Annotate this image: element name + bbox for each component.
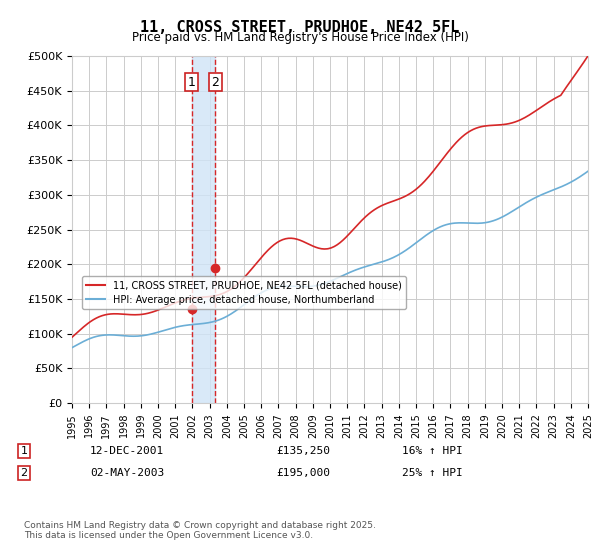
Bar — [191, 56, 215, 403]
Text: £135,250: £135,250 — [276, 446, 330, 456]
Text: 2: 2 — [20, 468, 28, 478]
Text: 2: 2 — [211, 76, 219, 89]
Text: Contains HM Land Registry data © Crown copyright and database right 2025.
This d: Contains HM Land Registry data © Crown c… — [24, 521, 376, 540]
Text: 02-MAY-2003: 02-MAY-2003 — [90, 468, 164, 478]
Legend: 11, CROSS STREET, PRUDHOE, NE42 5FL (detached house), HPI: Average price, detach: 11, CROSS STREET, PRUDHOE, NE42 5FL (det… — [82, 276, 406, 309]
Text: Price paid vs. HM Land Registry's House Price Index (HPI): Price paid vs. HM Land Registry's House … — [131, 31, 469, 44]
Text: 12-DEC-2001: 12-DEC-2001 — [90, 446, 164, 456]
Text: 1: 1 — [188, 76, 196, 89]
Text: 1: 1 — [20, 446, 28, 456]
Text: 16% ↑ HPI: 16% ↑ HPI — [402, 446, 463, 456]
Text: 11, CROSS STREET, PRUDHOE, NE42 5FL: 11, CROSS STREET, PRUDHOE, NE42 5FL — [140, 20, 460, 35]
Text: £195,000: £195,000 — [276, 468, 330, 478]
Text: 25% ↑ HPI: 25% ↑ HPI — [402, 468, 463, 478]
